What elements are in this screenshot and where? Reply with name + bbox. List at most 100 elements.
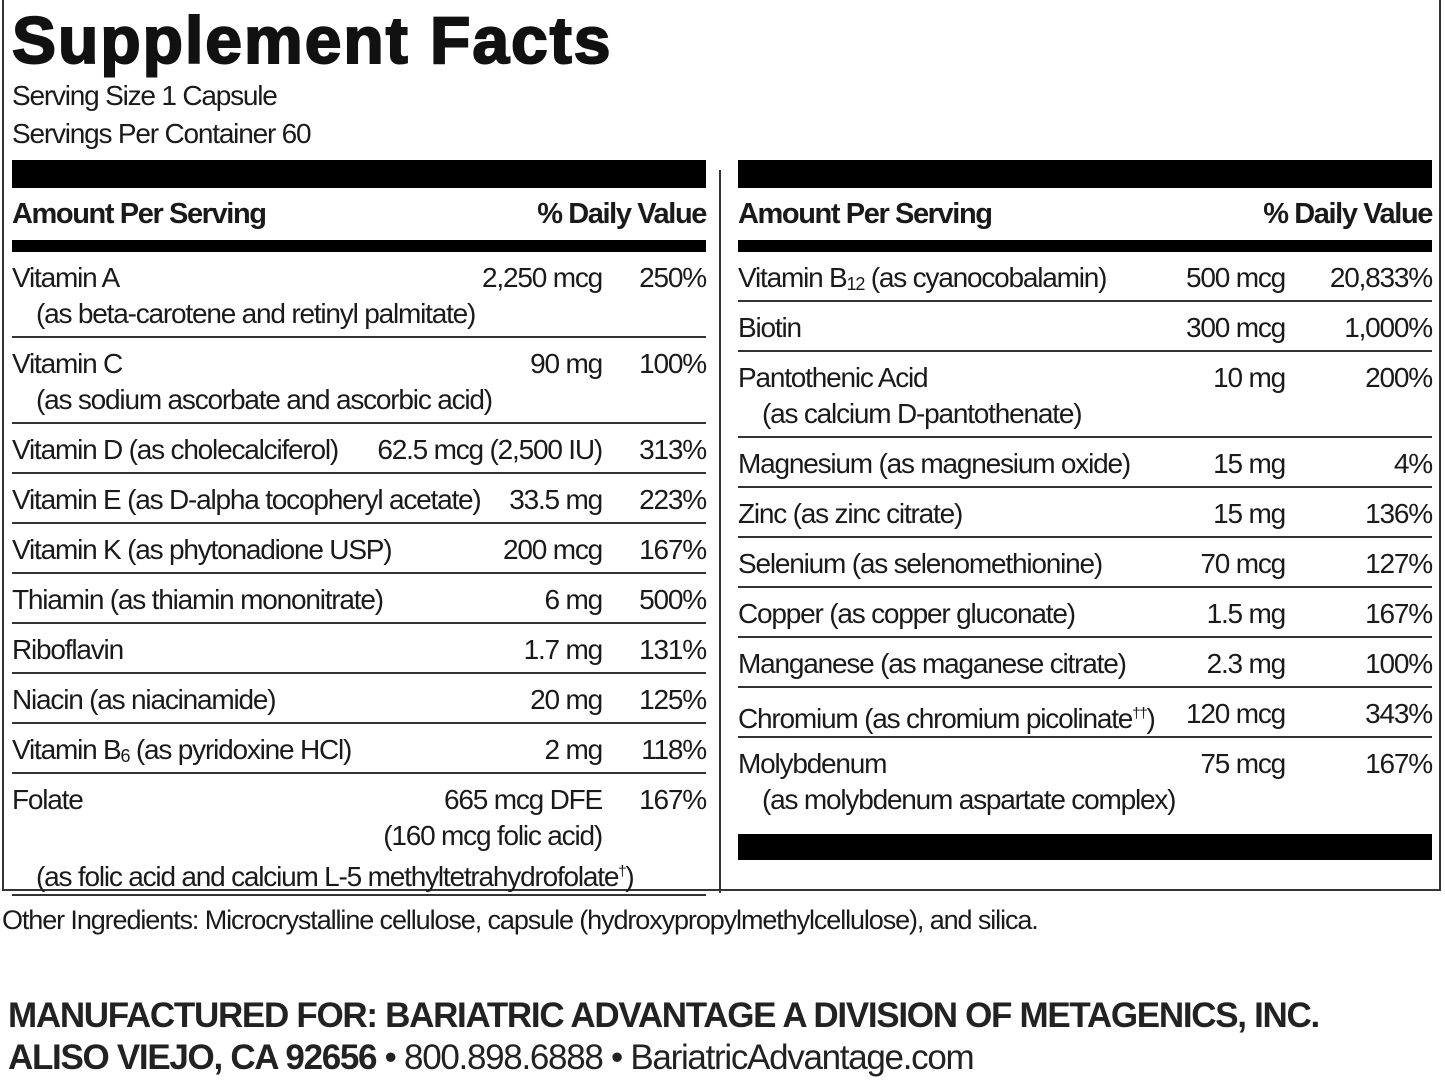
nutrient-row: Vitamin E (as D-alpha tocopheryl acetate… bbox=[12, 474, 707, 524]
nutrient-amount: 2 mg bbox=[544, 734, 604, 765]
nutrient-daily-value: 118% bbox=[641, 734, 707, 765]
nutrient-daily-value: 136% bbox=[1365, 498, 1433, 529]
nutrient-main-line: Vitamin B6 (as pyridoxine HCl) 2 mg 118% bbox=[12, 732, 707, 768]
left-nutrient-column: Amount Per Serving % Daily Value Vitamin… bbox=[12, 160, 707, 896]
nutrient-amount: 2,250 mcg bbox=[482, 262, 603, 293]
serving-size: Serving Size 1 Capsule bbox=[12, 80, 278, 111]
nutrient-name: Magnesium (as magnesium oxide) bbox=[738, 448, 1131, 479]
medium-rule bbox=[738, 240, 1432, 252]
nutrient-row: Vitamin A 2,250 mcg 250% (as beta-carotene … bbox=[12, 252, 707, 338]
nutrient-name: Vitamin A bbox=[12, 262, 120, 293]
nutrient-main-line: Copper (as copper gluconate) 1.5 mg 167% bbox=[738, 596, 1433, 632]
nutrient-name: Thiamin (as thiamin mononitrate) bbox=[12, 584, 384, 615]
amount-per-serving-label: Amount Per Serving bbox=[738, 197, 993, 230]
nutrient-name-text: Vitamin D (as cholecalciferol) bbox=[12, 434, 339, 465]
nutrient-source: (as beta-carotene and retinyl palmitate) bbox=[36, 298, 476, 329]
nutrient-daily-value: 167% bbox=[1365, 598, 1433, 629]
nutrient-row: Vitamin B12 (as cyanocobalamin) 500 mcg 20… bbox=[738, 252, 1433, 302]
nutrient-amount-detail: (160 mcg folic acid) bbox=[383, 820, 603, 851]
nutrient-amount: 300 mcg bbox=[1186, 312, 1286, 343]
manufacturer-line: MANUFACTURED FOR: BARIATRIC ADVANTAGE A … bbox=[8, 996, 1320, 1035]
nutrient-name-text: Vitamin K (as phytonadione USP) bbox=[12, 534, 393, 565]
nutrient-daily-value: 200% bbox=[1365, 362, 1433, 393]
nutrient-amount: 15 mg bbox=[1213, 448, 1286, 479]
right-nutrient-column: Amount Per Serving % Daily Value Vitamin… bbox=[738, 160, 1433, 860]
nutrient-source: (as calcium D-pantothenate) bbox=[762, 398, 1083, 429]
nutrient-amount: 665 mcg DFE bbox=[444, 784, 603, 815]
amount-per-serving-label: Amount Per Serving bbox=[12, 197, 267, 230]
nutrient-daily-value: 167% bbox=[1365, 748, 1433, 779]
nutrient-name-text: Copper (as copper gluconate) bbox=[738, 598, 1076, 629]
nutrient-main-line: Vitamin K (as phytonadione USP) 200 mcg 16… bbox=[12, 532, 707, 568]
nutrient-name-text: Riboflavin bbox=[12, 634, 124, 665]
thick-rule bbox=[738, 160, 1432, 188]
nutrient-name: Vitamin K (as phytonadione USP) bbox=[12, 534, 393, 565]
nutrient-name: Zinc (as zinc citrate) bbox=[738, 498, 963, 529]
nutrient-daily-value: 250% bbox=[639, 262, 707, 293]
nutrient-main-line: Vitamin B12 (as cyanocobalamin) 500 mcg 20… bbox=[738, 260, 1433, 296]
nutrient-source-line: (as molybdenum aspartate complex) bbox=[738, 782, 1432, 818]
servings-per-container: Servings Per Container 60 bbox=[12, 118, 312, 149]
nutrient-name: Pantothenic Acid bbox=[738, 362, 929, 393]
nutrient-main-line: Thiamin (as thiamin mononitrate) 6 mg 500% bbox=[12, 582, 707, 618]
column-header: Amount Per Serving % Daily Value bbox=[738, 188, 1433, 240]
nutrient-main-line: Vitamin E (as D-alpha tocopheryl acetate… bbox=[12, 482, 707, 518]
nutrient-name: Vitamin B6 (as pyridoxine HCl) bbox=[12, 734, 352, 766]
nutrient-name-text: Pantothenic Acid bbox=[738, 362, 929, 393]
nutrient-source-line: (as calcium D-pantothenate) bbox=[738, 396, 1432, 432]
nutrient-row: Manganese (as maganese citrate) 2.3 mg 100… bbox=[738, 638, 1433, 688]
nutrient-name-text: Vitamin C bbox=[12, 348, 123, 379]
phone-number: 800.898.6888 bbox=[404, 1038, 604, 1077]
nutrient-amount: 20 mg bbox=[530, 684, 603, 715]
nutrient-daily-value: 500% bbox=[639, 584, 707, 615]
daily-value-label: % Daily Value bbox=[537, 197, 707, 230]
separator: • bbox=[376, 1038, 405, 1077]
nutrient-daily-value: 100% bbox=[639, 348, 707, 379]
nutrient-amount: 200 mcg bbox=[503, 534, 603, 565]
nutrient-row: Biotin 300 mcg 1,000% bbox=[738, 302, 1433, 352]
nutrient-main-line: Molybdenum 75 mcg 167% bbox=[738, 746, 1433, 782]
website: BariatricAdvantage.com bbox=[630, 1038, 974, 1077]
nutrient-daily-value: 1,000% bbox=[1344, 312, 1433, 343]
nutrient-amount: 90 mg bbox=[530, 348, 603, 379]
nutrient-row: Vitamin B6 (as pyridoxine HCl) 2 mg 118% bbox=[12, 724, 707, 774]
nutrient-row: Thiamin (as thiamin mononitrate) 6 mg 500% bbox=[12, 574, 707, 624]
thick-rule-bottom bbox=[738, 834, 1432, 860]
nutrient-amount: 120 mcg bbox=[1186, 698, 1286, 729]
nutrient-main-line: Vitamin A 2,250 mcg 250% bbox=[12, 260, 707, 296]
nutrient-amount: 1.7 mg bbox=[523, 634, 604, 665]
nutrient-name-rest: (as cyanocobalamin) bbox=[864, 262, 1108, 293]
nutrient-amount: 500 mcg bbox=[1186, 262, 1286, 293]
nutrient-row: Copper (as copper gluconate) 1.5 mg 167% bbox=[738, 588, 1433, 638]
nutrient-source: (as molybdenum aspartate complex) bbox=[762, 784, 1176, 815]
nutrient-main-line: Biotin 300 mcg 1,000% bbox=[738, 310, 1433, 346]
nutrient-name: Vitamin C bbox=[12, 348, 123, 379]
nutrient-name-text: Thiamin (as thiamin mononitrate) bbox=[12, 584, 384, 615]
nutrient-row: Magnesium (as magnesium oxide) 15 mg 4% bbox=[738, 438, 1433, 488]
nutrient-main-line: Niacin (as niacinamide) 20 mg 125% bbox=[12, 682, 707, 718]
nutrient-name-text: Niacin (as niacinamide) bbox=[12, 684, 277, 715]
thick-rule bbox=[12, 160, 706, 188]
nutrient-amount: 15 mg bbox=[1213, 498, 1286, 529]
nutrient-name: Selenium (as selenomethionine) bbox=[738, 548, 1103, 579]
nutrient-name: Vitamin D (as cholecalciferol) bbox=[12, 434, 339, 465]
nutrient-amount: 70 mcg bbox=[1200, 548, 1286, 579]
nutrient-subscript: 12 bbox=[846, 274, 866, 294]
nutrient-row: Molybdenum 75 mcg 167% (as molybdenum aspar… bbox=[738, 738, 1433, 822]
nutrient-daily-value: 313% bbox=[639, 434, 707, 465]
footnote-marker: † bbox=[618, 863, 626, 880]
nutrient-row: Vitamin D (as cholecalciferol) 62.5 mcg (… bbox=[12, 424, 707, 474]
nutrient-row: Chromium (as chromium picolinate††) 120 m… bbox=[738, 688, 1433, 738]
nutrient-name-text: Chromium (as chromium picolinate bbox=[738, 703, 1133, 734]
nutrient-amount: 6 mg bbox=[544, 584, 604, 615]
nutrient-source: (as sodium ascorbate and ascorbic acid) bbox=[36, 384, 493, 415]
nutrient-name: Niacin (as niacinamide) bbox=[12, 684, 277, 715]
nutrient-main-line: Vitamin D (as cholecalciferol) 62.5 mcg (… bbox=[12, 432, 707, 468]
nutrient-name-text: Vitamin A bbox=[12, 262, 120, 293]
nutrient-daily-value: 167% bbox=[639, 534, 707, 565]
nutrient-main-line: Manganese (as maganese citrate) 2.3 mg 100… bbox=[738, 646, 1433, 682]
nutrient-name: Vitamin E (as D-alpha tocopheryl acetate… bbox=[12, 484, 482, 515]
nutrient-row: Folate 665 mcg DFE 167% (160 mcg folic acid… bbox=[12, 774, 707, 896]
nutrient-daily-value: 127% bbox=[1365, 548, 1433, 579]
other-ingredients: Other Ingredients: Microcrystalline cell… bbox=[2, 905, 1039, 935]
